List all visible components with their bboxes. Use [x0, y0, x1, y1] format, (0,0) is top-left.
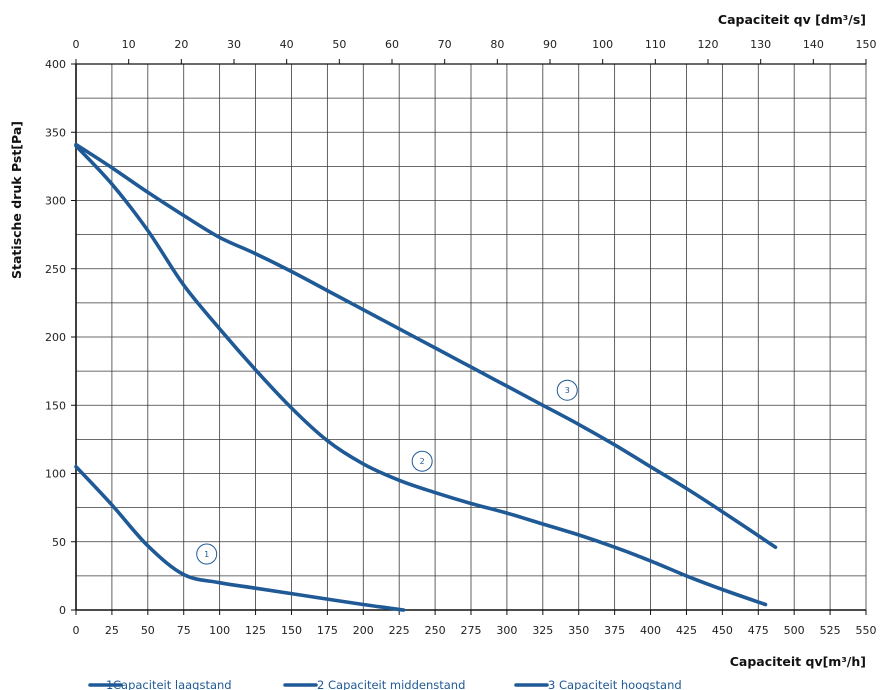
- x-tick-label: 250: [425, 624, 446, 637]
- y-tick-label: 300: [45, 195, 66, 208]
- x-tick-label: 525: [820, 624, 841, 637]
- y-tick-label: 350: [45, 126, 66, 139]
- x-tick-label: 400: [640, 624, 661, 637]
- top-axis-title: Capaciteit qv [dm³/s]: [718, 12, 866, 27]
- axes: 0 25 50 75 100 125 150 175 200 225 250 275 300 325 350…: [45, 38, 877, 637]
- x-tick-label: 425: [676, 624, 697, 637]
- x-tick-label: 300: [496, 624, 517, 637]
- bottom-axis-title: Capaciteit qv[m³/h]: [730, 654, 866, 669]
- x-tick-label: 450: [712, 624, 733, 637]
- y-tick-label: 50: [52, 536, 66, 549]
- curve-marker-circle-1: [196, 543, 218, 565]
- x2-tick-label: 20: [174, 38, 188, 51]
- x-tick-label: 550: [856, 624, 877, 637]
- x-tick-label: 175: [317, 624, 338, 637]
- x2-tick-label: 140: [803, 38, 824, 51]
- x-tick-label: 500: [784, 624, 805, 637]
- legend-label-3: Capaciteit hoogstand: [559, 678, 682, 690]
- x2-tick-label: 0: [73, 38, 80, 51]
- x-tick-label: 50: [141, 624, 155, 637]
- x-tick-label: 100: [209, 624, 230, 637]
- x2-tick-label: 70: [438, 38, 452, 51]
- x2-tick-label: 60: [385, 38, 399, 51]
- x-tick-label: 25: [105, 624, 119, 637]
- x2-tick-label: 90: [543, 38, 557, 51]
- series-lines: [74, 142, 778, 612]
- x2-tick-label: 120: [698, 38, 719, 51]
- series-line-3: [74, 142, 778, 549]
- curve-marker-label-1: 1: [204, 550, 209, 559]
- x-tick-label: 0: [73, 624, 80, 637]
- x2-tick-label: 100: [592, 38, 613, 51]
- y-tick-label: 0: [59, 604, 66, 617]
- x2-tick-label: 150: [856, 38, 877, 51]
- legend-label-2: Capaciteit middenstand: [328, 678, 465, 690]
- x2-tick-label: 40: [280, 38, 294, 51]
- curve-marker-circle-3: [556, 379, 578, 401]
- legend: 1 Capaciteit laagstand 2 Capaciteit midd…: [88, 678, 682, 690]
- x-tick-label: 325: [532, 624, 553, 637]
- x2-tick-label: 110: [645, 38, 666, 51]
- y-tick-label: 200: [45, 331, 66, 344]
- x-tick-label: 475: [748, 624, 769, 637]
- curve-marker-label-3: 3: [565, 386, 570, 395]
- curve-markers: 1 2 3: [196, 379, 578, 565]
- curve-marker-circle-2: [411, 450, 433, 472]
- x-tick-label: 375: [604, 624, 625, 637]
- legend-number-1: 1: [106, 678, 113, 690]
- x2-tick-label: 10: [122, 38, 136, 51]
- legend-number-2: 2: [317, 678, 324, 690]
- y-tick-label: 150: [45, 399, 66, 412]
- curve-marker-label-2: 2: [420, 457, 425, 466]
- x2-tick-label: 80: [490, 38, 504, 51]
- y-tick-label: 100: [45, 468, 66, 481]
- legend-label-1: Capaciteit laagstand: [113, 678, 232, 690]
- y-tick-label: 250: [45, 263, 66, 276]
- x-tick-label: 200: [353, 624, 374, 637]
- series-line-1: [74, 464, 406, 612]
- series-line-2: [74, 144, 768, 607]
- x-tick-label: 75: [177, 624, 191, 637]
- legend-number-3: 3: [548, 678, 555, 690]
- x2-tick-label: 130: [750, 38, 771, 51]
- x-tick-label: 150: [281, 624, 302, 637]
- x-tick-label: 225: [389, 624, 410, 637]
- x-tick-label: 275: [461, 624, 482, 637]
- x2-tick-label: 50: [332, 38, 346, 51]
- x2-tick-label: 30: [227, 38, 241, 51]
- y-tick-label: 400: [45, 58, 66, 71]
- x-tick-label: 350: [568, 624, 589, 637]
- grid: [75, 63, 867, 611]
- x-tick-label: 125: [245, 624, 266, 637]
- y-axis-title: Statische druk Pst[Pa]: [9, 121, 24, 279]
